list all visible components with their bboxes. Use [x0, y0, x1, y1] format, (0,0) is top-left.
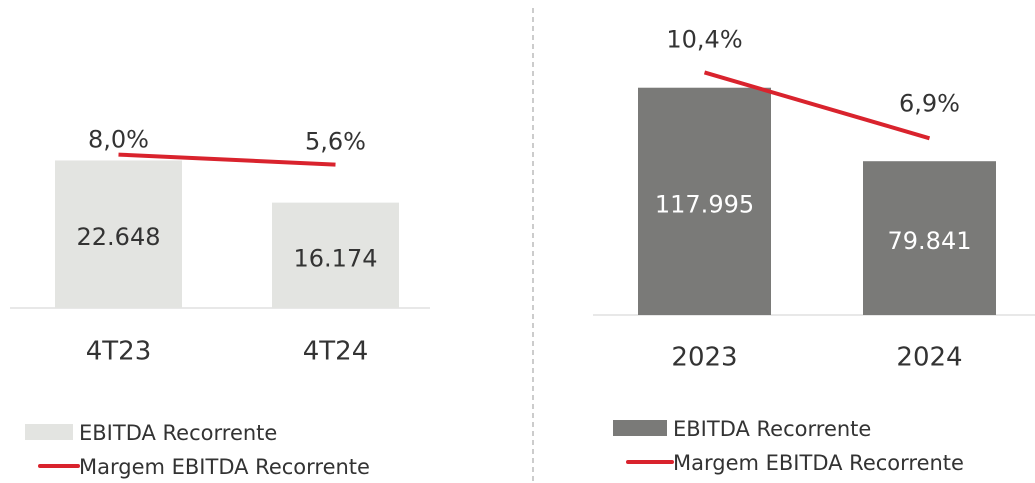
bar: [55, 160, 182, 308]
bar: [638, 87, 771, 316]
line: [703, 70, 931, 141]
legend-label: EBITDA Recorrente: [673, 417, 871, 441]
legend-label: Margem EBITDA Recorrente: [79, 455, 370, 479]
x-tick-label: 2024: [896, 343, 962, 373]
legend-swatch: [613, 420, 667, 436]
x-tick-label: 4T23: [86, 337, 152, 367]
x-tick-label: 2023: [671, 343, 737, 373]
legend-label: Margem EBITDA Recorrente: [673, 451, 964, 475]
line-value-label: 10,4%: [666, 25, 742, 53]
bar-value-label: 79.841: [888, 227, 972, 255]
line-value-label: 5,6%: [305, 128, 366, 156]
bar-value-label: 22.648: [77, 223, 161, 251]
bar: [863, 161, 996, 315]
line-value-label: 6,9%: [899, 89, 960, 117]
x-tick-label: 4T24: [303, 337, 369, 367]
bar: [272, 202, 399, 308]
legend-swatch: [25, 424, 73, 440]
line: [118, 152, 336, 167]
legend-label: EBITDA Recorrente: [79, 421, 277, 445]
line-value-label: 8,0%: [88, 126, 149, 154]
bar-value-label: 16.174: [294, 244, 378, 272]
bar-value-label: 117.995: [655, 190, 754, 218]
